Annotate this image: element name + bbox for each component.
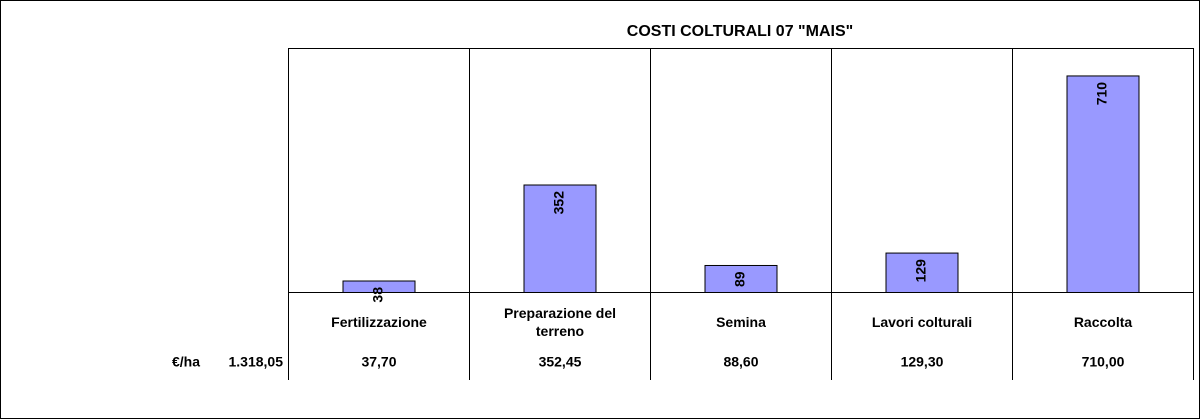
x-tick-label: Preparazione del terreno — [503, 305, 617, 339]
data-label: 352 — [551, 191, 567, 215]
bar — [1066, 75, 1140, 293]
table-cell: 37,70 — [361, 354, 396, 370]
chart-title: COSTI COLTURALI 07 "MAIS" — [627, 23, 853, 40]
table-cell: 352,45 — [539, 354, 582, 370]
data-label: 38 — [370, 287, 386, 303]
data-label: 129 — [913, 259, 929, 283]
bar — [704, 264, 778, 293]
row-total: 1.318,05 — [229, 354, 284, 370]
table-cell: 129,30 — [901, 354, 944, 370]
x-tick-label: Semina — [716, 314, 766, 330]
bar — [523, 184, 597, 293]
bar — [342, 280, 416, 293]
bar — [885, 252, 959, 294]
x-tick-label: Lavori colturali — [871, 314, 973, 330]
data-label: 89 — [732, 271, 748, 287]
x-tick-label: Fertilizzazione — [331, 314, 427, 330]
data-label: 710 — [1094, 82, 1110, 106]
row-unit: €/ha — [172, 354, 200, 370]
x-tick-label: Raccolta — [1073, 314, 1133, 330]
table-cell: 710,00 — [1082, 354, 1125, 370]
table-cell: 88,60 — [723, 354, 758, 370]
